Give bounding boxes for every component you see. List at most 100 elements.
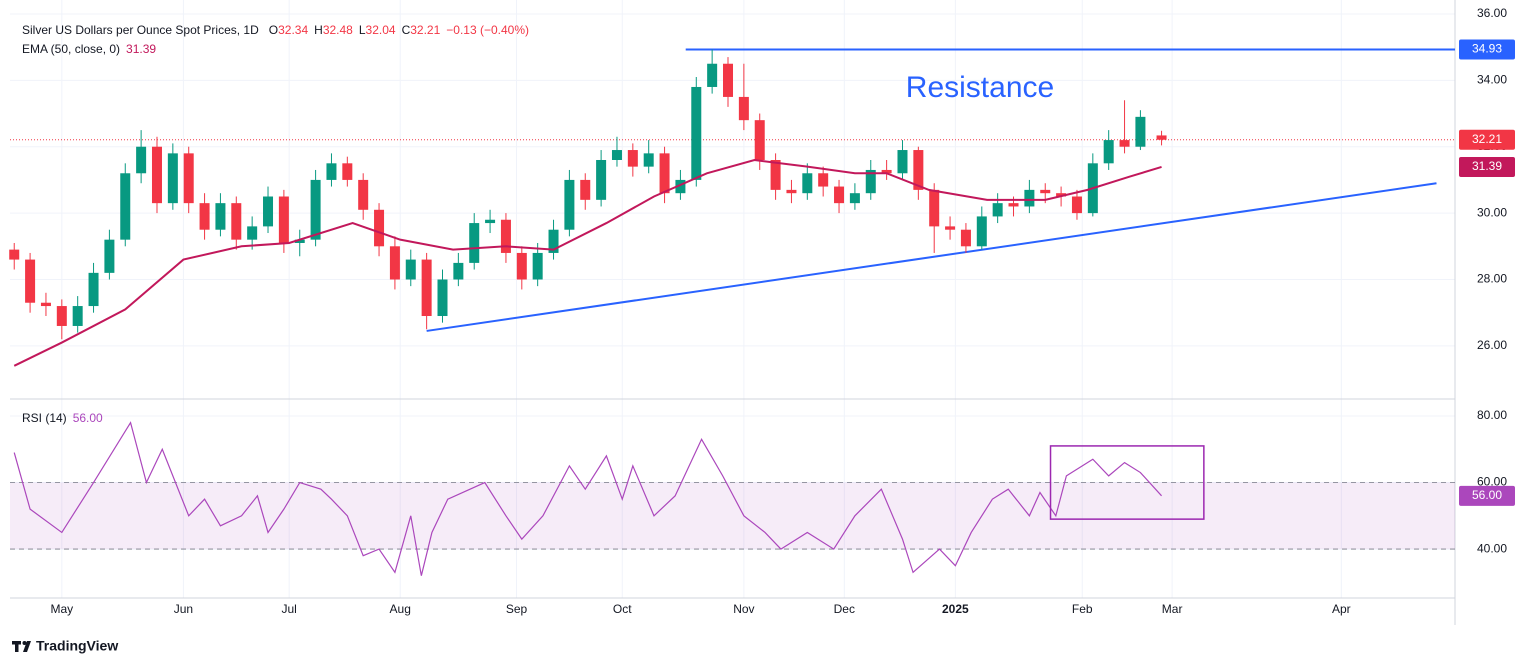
candle-body <box>834 186 845 204</box>
support-line <box>426 182 1437 332</box>
y-tick-label: 60.00 <box>1477 475 1507 489</box>
candle-body <box>929 189 940 227</box>
rsi-highlight-box <box>1049 445 1205 520</box>
x-tick-label: May <box>50 602 73 616</box>
candle-body <box>659 153 670 194</box>
candle-body <box>1156 135 1167 140</box>
candle-body <box>1024 189 1035 207</box>
candle-body <box>1135 116 1146 147</box>
ohlc-value: 32.21 <box>410 23 440 37</box>
resistance-badge: 34.93 <box>1472 42 1502 56</box>
candle-body <box>754 120 765 160</box>
candle-body <box>294 239 305 243</box>
candle-body <box>136 146 147 174</box>
x-tick-label: Apr <box>1332 602 1351 616</box>
chart-title: Silver US Dollars per Ounce Spot Prices,… <box>22 23 259 37</box>
candle-body <box>548 229 559 253</box>
candle-body <box>992 203 1003 217</box>
ohlc-key: H <box>314 23 323 37</box>
candle-body <box>167 153 178 204</box>
candle-body <box>1071 196 1082 214</box>
candle-body <box>72 306 83 326</box>
ohlc-value: 32.04 <box>366 23 396 37</box>
candle-body <box>278 196 289 243</box>
x-tick-label: Nov <box>733 602 754 616</box>
change: −0.13 (−0.40%) <box>446 23 529 37</box>
candle-body <box>469 223 480 263</box>
last-price-badge-bg <box>1459 129 1515 150</box>
candle-body <box>707 63 718 87</box>
candle-body <box>183 153 194 204</box>
candle-body <box>215 203 226 230</box>
candle-body <box>421 259 432 317</box>
candle-body <box>770 159 781 190</box>
ema-legend: EMA (50, close, 0) 31.39 <box>22 42 156 56</box>
rsi-badge: 56.00 <box>1472 488 1502 502</box>
candle-body <box>643 153 654 167</box>
candle-body <box>151 146 162 204</box>
y-tick-label: 28.00 <box>1477 272 1507 286</box>
candle-body <box>849 193 860 204</box>
candle-body <box>627 150 638 167</box>
candle-body <box>485 219 496 224</box>
ohlc-key: C <box>402 23 411 37</box>
candle-body <box>1056 193 1067 197</box>
y-tick-label: 40.00 <box>1477 541 1507 555</box>
brand: TradingView <box>36 638 118 654</box>
candle-body <box>532 252 543 280</box>
candle-body <box>913 150 924 190</box>
x-tick-label: Dec <box>834 602 855 616</box>
candle-body <box>342 163 353 180</box>
candle-body <box>88 272 99 307</box>
candle-body <box>596 159 607 200</box>
x-tick-label: Sep <box>506 602 528 616</box>
x-tick-label: 2025 <box>942 602 969 616</box>
candle-body <box>723 63 734 97</box>
rsi-legend: RSI (14) 56.00 <box>22 411 103 425</box>
candle-body <box>247 226 258 240</box>
rsi-line <box>13 421 1163 576</box>
ohlc-value: 32.34 <box>278 23 308 37</box>
candle-body <box>500 219 511 253</box>
x-tick-label: Oct <box>613 602 632 616</box>
ema-name: EMA (50, close, 0) <box>22 42 120 56</box>
rsi-badge-bg <box>1459 485 1515 506</box>
candle-body <box>1119 140 1130 147</box>
x-tick-label: Jul <box>281 602 296 616</box>
candle-body <box>40 302 51 307</box>
y-tick-label: 34.00 <box>1477 73 1507 87</box>
y-tick-label: 36.00 <box>1477 6 1507 20</box>
rsi-band <box>10 482 1455 550</box>
candle-body <box>818 173 829 187</box>
candle-body <box>738 96 749 121</box>
x-tick-label: Mar <box>1162 602 1183 616</box>
candle-body <box>437 279 448 317</box>
ohlc-key: O <box>269 23 278 37</box>
x-tick-label: Jun <box>174 602 193 616</box>
candle-body <box>453 262 464 280</box>
candle-body <box>199 203 210 230</box>
y-tick-label: 30.00 <box>1477 205 1507 219</box>
ema-badge: 31.39 <box>1472 159 1502 173</box>
candle-body <box>897 150 908 174</box>
candle-body <box>1008 203 1019 207</box>
resistance-label: Resistance <box>906 71 1054 104</box>
chart-header: Silver US Dollars per Ounce Spot Prices,… <box>22 23 529 37</box>
candle-body <box>56 306 67 326</box>
y-tick-label: 80.00 <box>1477 408 1507 422</box>
candle-body <box>580 179 591 200</box>
candle-body <box>516 252 527 280</box>
candle-body <box>9 249 20 260</box>
candle-body <box>120 173 131 240</box>
ema-value: 31.39 <box>126 42 156 56</box>
ohlc-value: 32.48 <box>323 23 353 37</box>
candle-body <box>310 179 321 240</box>
candle-body <box>405 259 416 280</box>
candle-body <box>358 179 369 210</box>
candle-body <box>564 179 575 230</box>
candle-body <box>802 173 813 194</box>
candle-body <box>786 189 797 194</box>
candle-body <box>1103 140 1114 164</box>
